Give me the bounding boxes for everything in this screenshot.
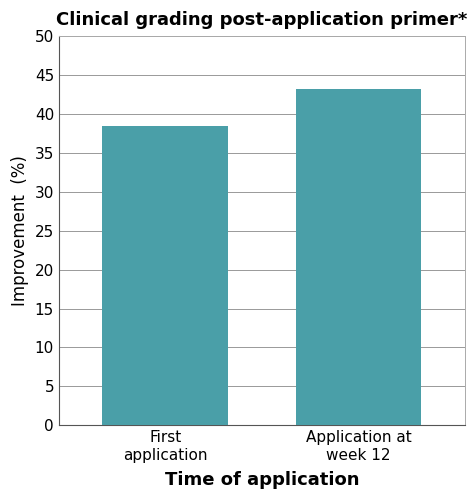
Y-axis label: Improvement  (%): Improvement (%) <box>11 156 29 306</box>
X-axis label: Time of application: Time of application <box>165 471 359 489</box>
Bar <box>102 126 228 426</box>
Bar <box>296 89 421 426</box>
Title: Clinical grading post-application primer*: Clinical grading post-application primer… <box>56 11 467 29</box>
